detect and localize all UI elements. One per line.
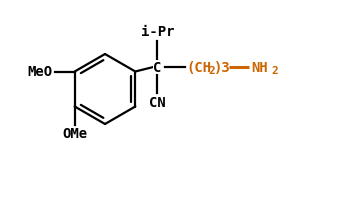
Text: OMe: OMe [62,127,87,141]
Text: (CH: (CH [186,60,211,74]
Text: )3: )3 [214,60,231,74]
Text: CN: CN [149,96,166,110]
Text: i-Pr: i-Pr [141,24,174,38]
Text: C: C [153,60,162,74]
Text: 2: 2 [271,65,278,75]
Text: 2: 2 [208,65,215,75]
Text: NH: NH [251,60,268,74]
Text: MeO: MeO [28,65,53,79]
